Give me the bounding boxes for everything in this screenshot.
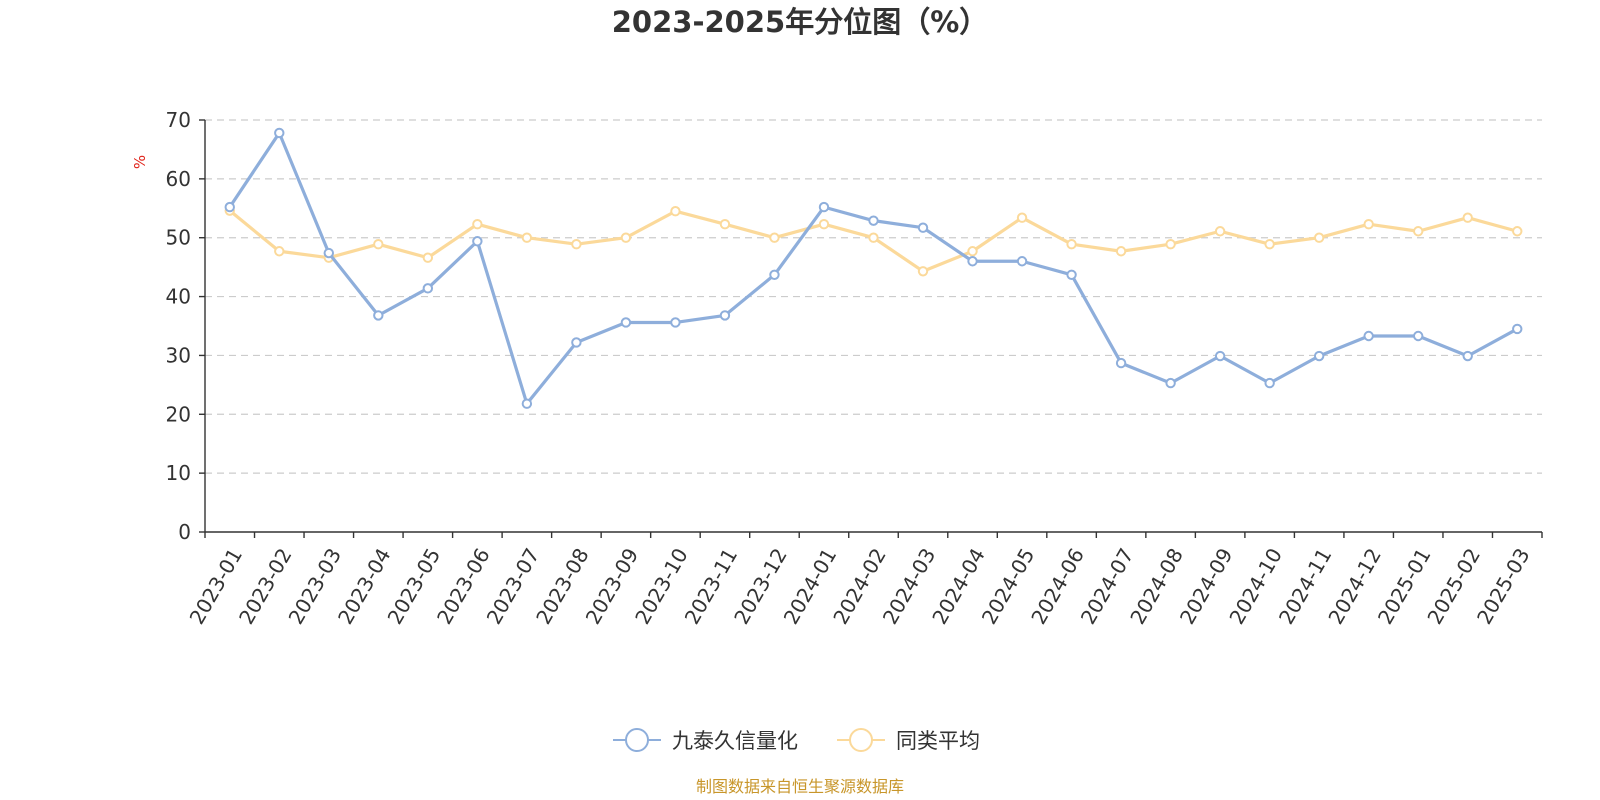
data-point[interactable] bbox=[571, 238, 582, 250]
legend-item-1[interactable]: 同类平均 bbox=[837, 728, 980, 753]
legend-label: 九泰久信量化 bbox=[672, 729, 798, 753]
data-point[interactable] bbox=[1066, 269, 1077, 280]
data-point[interactable] bbox=[1313, 232, 1325, 243]
data-point[interactable] bbox=[1512, 323, 1523, 335]
chart-title: 2023-2025年分位图（%） bbox=[612, 5, 989, 39]
data-point[interactable] bbox=[620, 317, 632, 328]
y-tick-label: 30 bbox=[166, 343, 191, 367]
data-point[interactable] bbox=[1462, 212, 1473, 223]
data-point[interactable] bbox=[472, 236, 483, 247]
y-tick-label: 10 bbox=[166, 461, 191, 485]
y-tick-label: 50 bbox=[166, 226, 191, 250]
data-point[interactable] bbox=[472, 218, 483, 230]
data-point[interactable] bbox=[224, 201, 235, 213]
y-tick-label: 70 bbox=[166, 108, 191, 132]
data-point[interactable] bbox=[1413, 330, 1424, 342]
data-point[interactable] bbox=[1413, 226, 1424, 237]
data-point[interactable] bbox=[1264, 238, 1275, 250]
data-point[interactable] bbox=[1066, 238, 1077, 250]
data-point[interactable] bbox=[521, 232, 533, 243]
data-point[interactable] bbox=[1313, 350, 1325, 362]
data-point[interactable] bbox=[1512, 226, 1523, 237]
data-point[interactable] bbox=[917, 222, 929, 233]
y-tick-label: 60 bbox=[166, 167, 191, 191]
data-point[interactable] bbox=[868, 232, 879, 243]
data-point[interactable] bbox=[1016, 256, 1028, 267]
grid-lines bbox=[205, 119, 1542, 474]
data-point[interactable] bbox=[967, 256, 978, 267]
data-point[interactable] bbox=[373, 238, 384, 250]
data-point[interactable] bbox=[1214, 226, 1226, 237]
y-tick-label: 20 bbox=[166, 402, 191, 426]
data-point[interactable] bbox=[1363, 218, 1374, 230]
data-point[interactable] bbox=[1115, 246, 1127, 257]
data-point[interactable] bbox=[670, 317, 681, 328]
data-point[interactable] bbox=[521, 398, 533, 409]
legend-marker-icon bbox=[849, 728, 873, 752]
data-point[interactable] bbox=[868, 215, 879, 226]
series-line-0 bbox=[228, 131, 1519, 406]
data-point[interactable] bbox=[967, 246, 978, 257]
data-point[interactable] bbox=[818, 201, 830, 213]
data-point[interactable] bbox=[571, 337, 582, 348]
data-point[interactable] bbox=[719, 218, 731, 230]
legend-label: 同类平均 bbox=[896, 729, 980, 753]
legend-marker-icon bbox=[625, 728, 649, 752]
axes: 0102030405060702023-012023-022023-032023… bbox=[166, 108, 1543, 628]
y-tick-label: 0 bbox=[178, 520, 191, 544]
data-point[interactable] bbox=[1115, 357, 1127, 369]
data-point[interactable] bbox=[422, 283, 434, 294]
data-point[interactable] bbox=[373, 310, 384, 321]
data-point[interactable] bbox=[323, 247, 334, 259]
data-point[interactable] bbox=[620, 232, 632, 243]
data-point[interactable] bbox=[1462, 350, 1473, 362]
data-point[interactable] bbox=[274, 127, 285, 139]
data-point[interactable] bbox=[1214, 350, 1226, 362]
data-point[interactable] bbox=[670, 206, 681, 217]
source-note: 制图数据来自恒生聚源数据库 bbox=[696, 777, 904, 796]
data-point[interactable] bbox=[719, 310, 731, 321]
y-axis-unit-label: % bbox=[131, 155, 149, 169]
data-point[interactable] bbox=[917, 266, 929, 277]
y-tick-label: 40 bbox=[166, 285, 191, 309]
series-lines bbox=[224, 127, 1523, 409]
data-point[interactable] bbox=[769, 232, 780, 243]
data-point[interactable] bbox=[1016, 212, 1028, 223]
legend-item-0[interactable]: 九泰久信量化 bbox=[613, 728, 798, 753]
data-point[interactable] bbox=[818, 218, 830, 230]
data-point[interactable] bbox=[1165, 377, 1176, 389]
legend[interactable]: 九泰久信量化 同类平均 bbox=[613, 728, 980, 753]
data-point[interactable] bbox=[274, 246, 285, 257]
data-point[interactable] bbox=[1264, 377, 1275, 389]
data-point[interactable] bbox=[422, 252, 434, 263]
data-point[interactable] bbox=[769, 269, 780, 280]
data-point[interactable] bbox=[1165, 238, 1176, 250]
data-point[interactable] bbox=[1363, 330, 1374, 342]
